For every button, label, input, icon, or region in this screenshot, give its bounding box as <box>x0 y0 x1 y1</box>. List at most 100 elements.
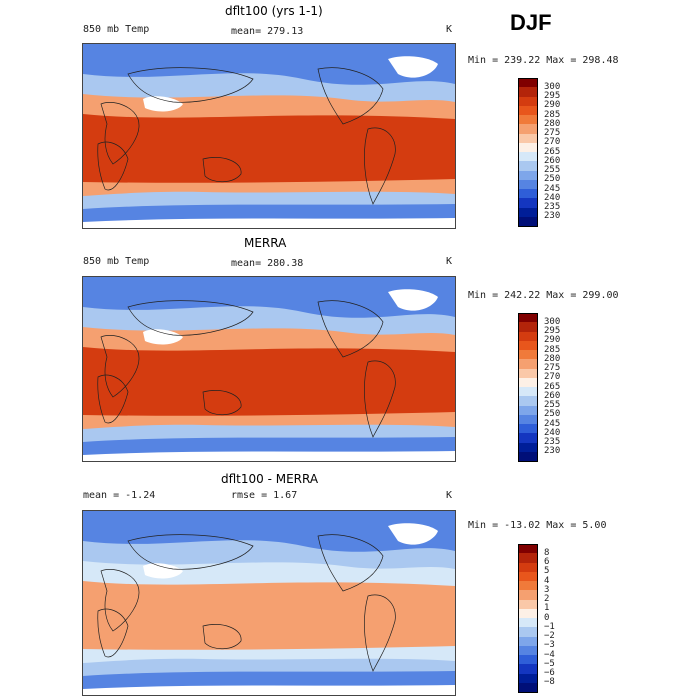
colorbar-tick-label: 260 <box>544 390 561 401</box>
tropical-band <box>83 347 455 416</box>
coastline <box>202 624 242 650</box>
colorbar-tick-label: 5 <box>544 566 550 577</box>
northern-cold-band <box>83 44 455 85</box>
coastline <box>127 67 254 103</box>
tibet-mask <box>143 96 183 112</box>
colorbar-swatch <box>518 152 538 162</box>
coastline <box>364 360 396 438</box>
colorbar-swatch <box>518 161 538 171</box>
colorbar-swatch <box>518 142 538 153</box>
colorbar-tick-label: 295 <box>544 326 561 336</box>
colorbar-tick-label: 1 <box>544 603 550 614</box>
tibet-mask <box>143 563 183 579</box>
colorbar-swatch <box>518 571 538 582</box>
colorbar-tick-label: 250 <box>544 409 561 420</box>
colorbar-tick-label: 295 <box>544 91 561 101</box>
tropical-band <box>83 581 455 650</box>
coastline <box>364 127 396 205</box>
colorbar-swatch <box>518 396 538 406</box>
colorbar-diff: 8 6 5 4 3 2 1 0 −1 −2 −3 −4 −5 −6 −8 <box>518 544 578 693</box>
colorbar-swatch <box>518 87 538 97</box>
colorbar-swatch <box>518 645 538 656</box>
colorbar-swatch <box>518 414 538 425</box>
colorbar-tick-label: 235 <box>544 202 561 212</box>
colorbar-tick-label: −8 <box>544 677 555 688</box>
greenland <box>388 56 438 78</box>
colorbar-tick-label: 285 <box>544 344 561 355</box>
tibet-mask <box>143 329 183 345</box>
colorbar-tick-label: 255 <box>544 165 561 175</box>
colorbar-tick-label: 240 <box>544 192 561 203</box>
colorbar-swatch <box>518 179 538 190</box>
colorbar-tick-label: 250 <box>544 174 561 185</box>
panel-unit-diff: K <box>446 490 453 501</box>
colorbar-swatch <box>518 368 538 379</box>
colorbar-tick-label: 275 <box>544 128 561 138</box>
colorbar-swatch <box>518 627 538 637</box>
map-obs-contours <box>83 277 455 461</box>
colorbar-swatch <box>518 442 538 453</box>
coastline <box>100 335 140 398</box>
colorbar-tick-label: 285 <box>544 109 561 120</box>
colorbar-tick-label: 275 <box>544 363 561 373</box>
panel-left-label-obs: 850 mb Temp <box>83 256 150 267</box>
panel-left-label-diff: mean = -1.24 <box>83 490 156 501</box>
colorbar-swatch <box>518 331 538 342</box>
colorbar-tick-label: 2 <box>544 594 550 604</box>
colorbar-tick-label: 4 <box>544 575 550 586</box>
colorbar-swatch <box>518 553 538 563</box>
colorbar-tick-label: 270 <box>544 137 561 148</box>
coastline <box>317 67 384 125</box>
colorbar-tick-label: 255 <box>544 400 561 410</box>
colorbar-tick-label: 265 <box>544 381 561 392</box>
colorbar-swatch <box>518 198 538 208</box>
panel-unit-obs: K <box>446 256 453 267</box>
coastline <box>202 390 242 416</box>
panel-title-diff: dflt100 - MERRA <box>221 472 319 486</box>
colorbar-swatch <box>518 664 538 674</box>
panel-rmse-diff: rmse = 1.67 <box>231 490 298 501</box>
map-model-contours <box>83 44 455 228</box>
colorbar-swatch <box>518 433 538 443</box>
colorbar-swatch <box>518 562 538 573</box>
colorbar-swatch <box>518 133 538 144</box>
panel-title-model: dflt100 (yrs 1-1) <box>225 4 323 18</box>
antarctica <box>83 218 455 228</box>
colorbar-swatch <box>518 350 538 360</box>
coastline <box>97 608 129 658</box>
colorbar-tick-label: −2 <box>544 631 555 641</box>
colorbar-swatch <box>518 340 538 351</box>
panel-mean-obs: mean= 280.38 <box>231 258 304 269</box>
colorbar-swatch <box>518 313 538 323</box>
colorbar-swatch <box>518 673 538 684</box>
coastline <box>127 534 254 570</box>
map-model <box>82 43 456 229</box>
colorbar-tick-label: −3 <box>544 640 555 651</box>
colorbar-tick-label: 235 <box>544 437 561 447</box>
colorbar-swatch <box>518 105 538 116</box>
coastline <box>100 569 140 632</box>
colorbar-swatch <box>518 96 538 107</box>
colorbar-swatch <box>518 115 538 125</box>
colorbar-tick-label: 265 <box>544 146 561 157</box>
coastline <box>127 300 254 336</box>
map-diff <box>82 510 456 696</box>
antarctica <box>83 685 455 695</box>
colorbar-swatch <box>518 590 538 600</box>
colorbar-swatch <box>518 581 538 591</box>
colorbar-swatch <box>518 405 538 416</box>
colorbar-swatch <box>518 544 538 554</box>
colorbar-swatch <box>518 216 538 227</box>
colorbar-swatch <box>518 124 538 134</box>
antarctica <box>83 451 455 461</box>
colorbar-swatch <box>518 78 538 88</box>
coastline <box>364 594 396 672</box>
colorbar-tick-label: −4 <box>544 649 555 660</box>
map-obs <box>82 276 456 462</box>
greenland <box>388 289 438 311</box>
coastline <box>317 534 384 592</box>
season-label: DJF <box>510 10 552 35</box>
colorbar-swatch <box>518 608 538 619</box>
minmax-obs: Min = 242.22 Max = 299.00 <box>468 290 619 301</box>
colorbar-tick-label: 300 <box>544 316 561 327</box>
